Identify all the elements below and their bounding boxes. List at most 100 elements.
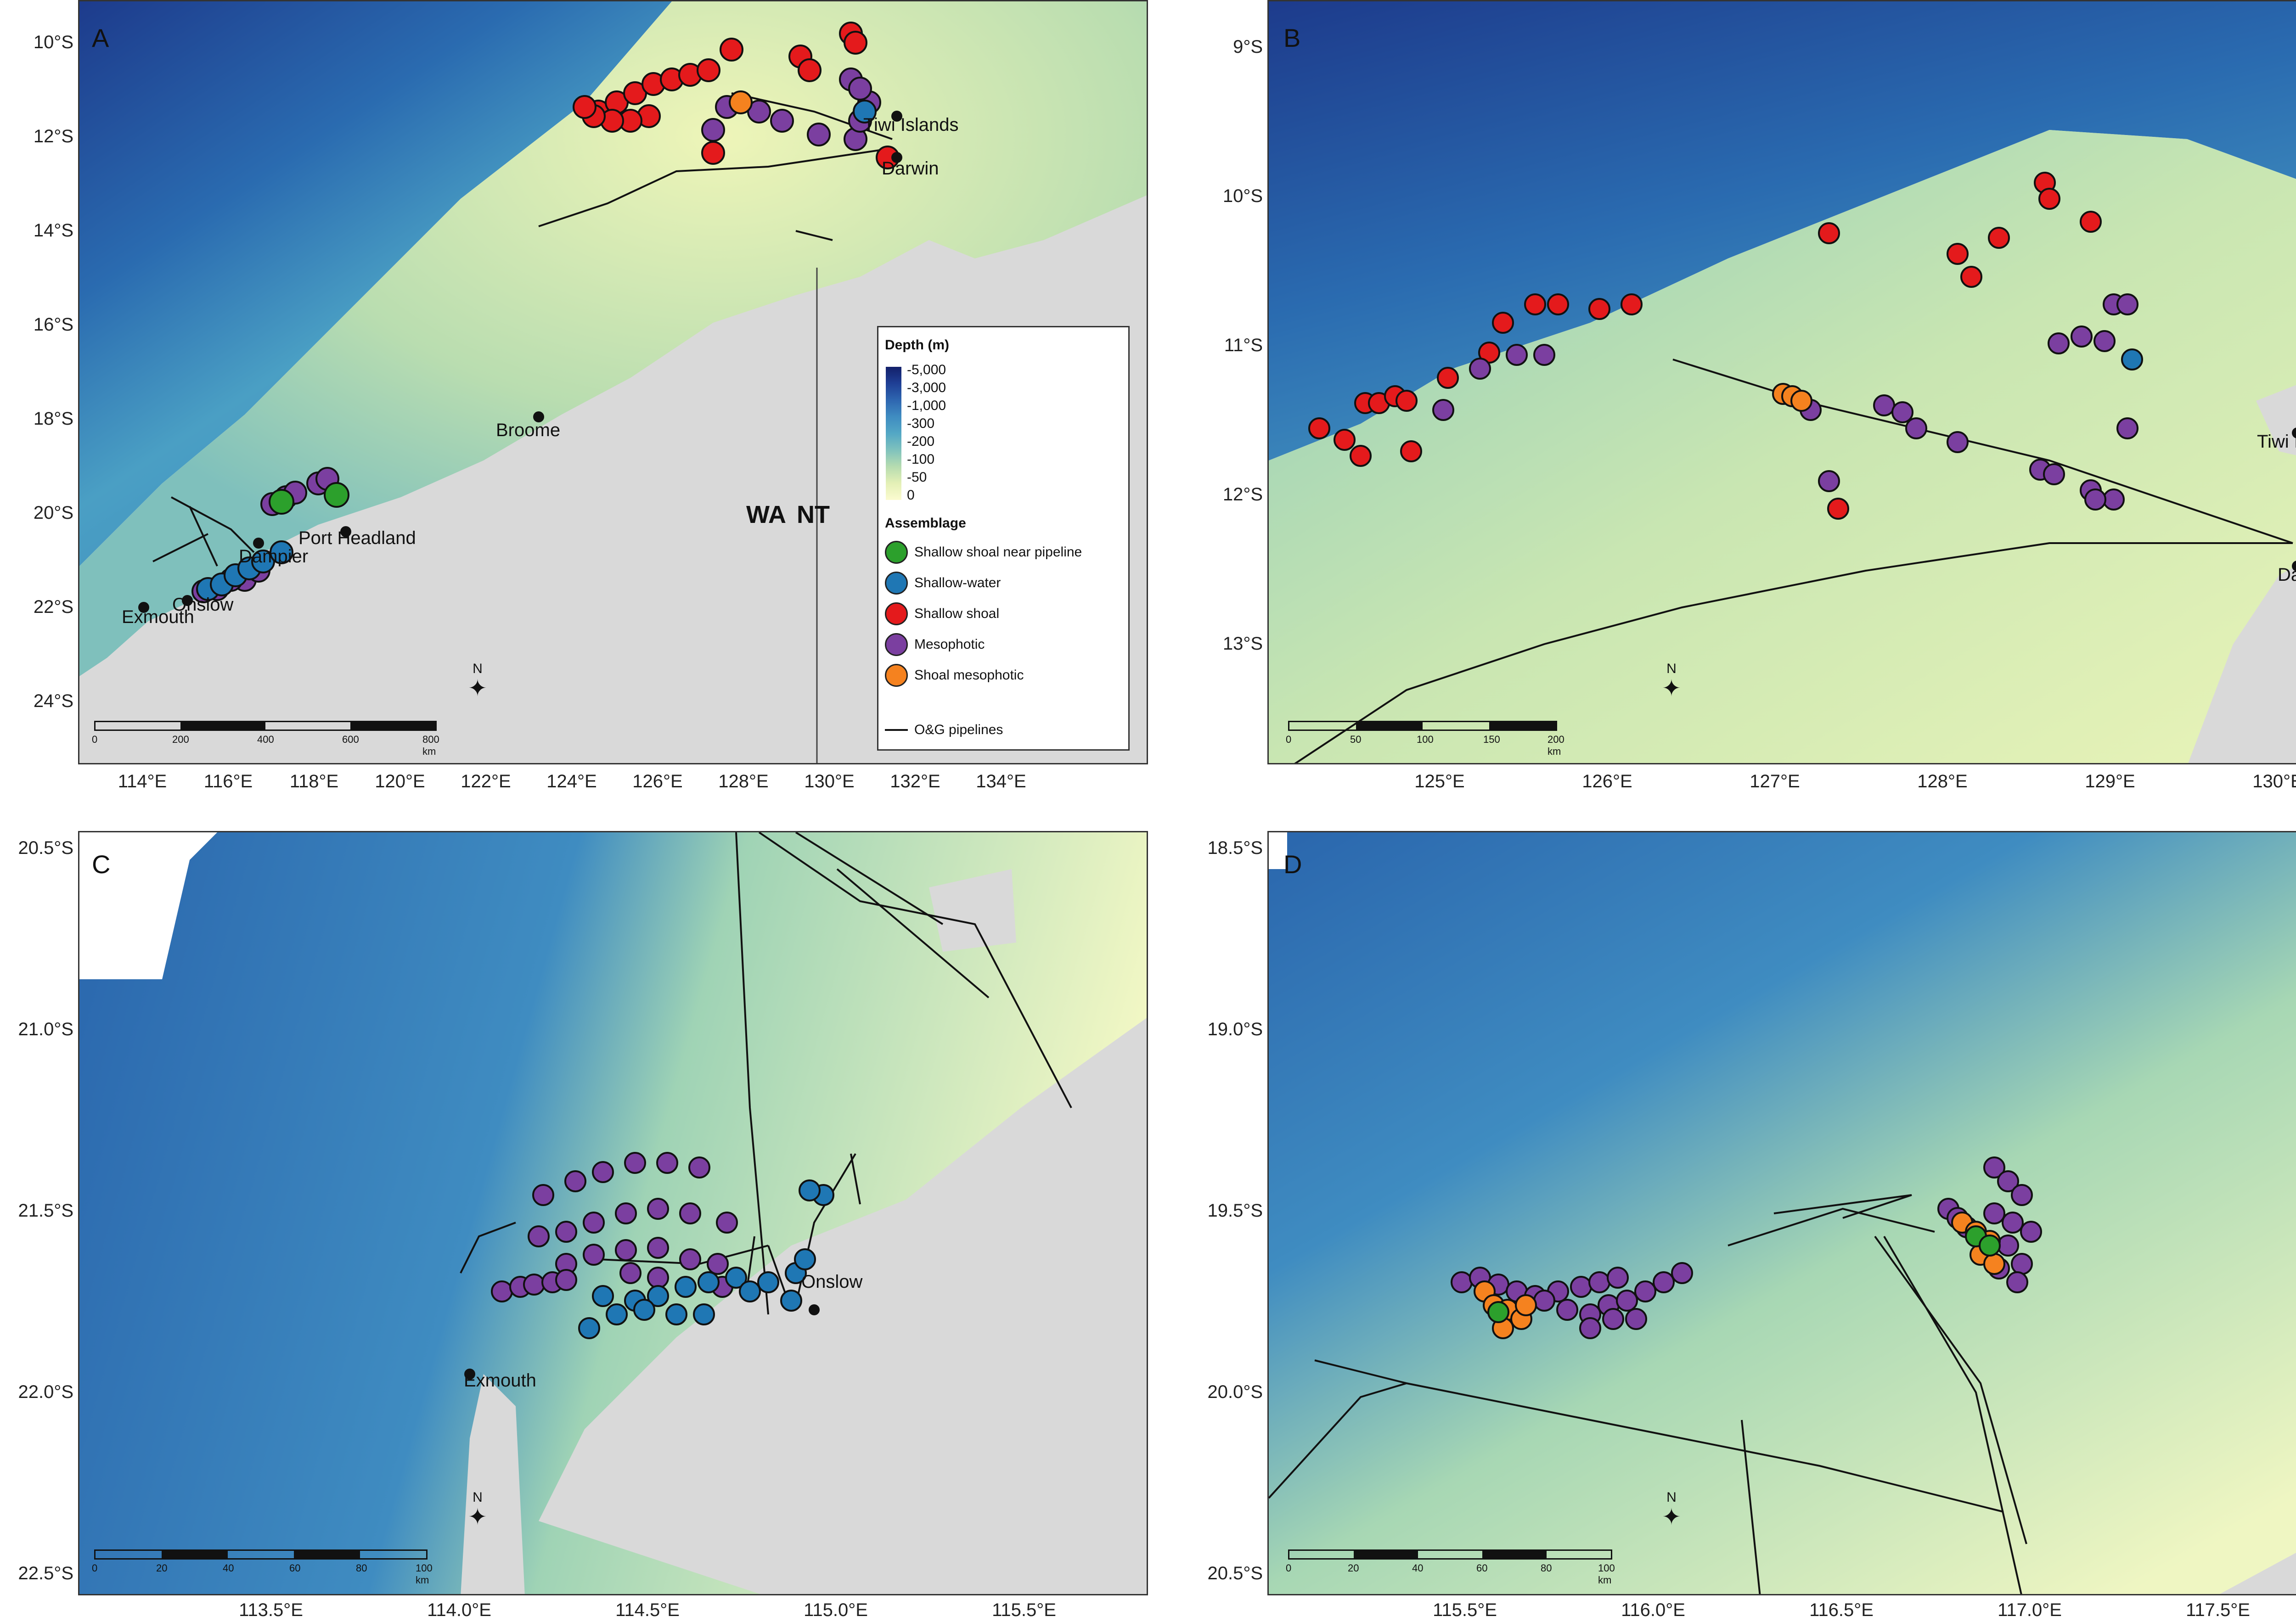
- north-arrow-d: N ✦: [1658, 1490, 1685, 1528]
- scale-label-c-5: 100 km: [416, 1562, 433, 1586]
- c-mesophotic-site-25: [647, 1267, 669, 1289]
- legend-item-shoal-mesophotic: Shoal mesophotic: [885, 664, 1024, 687]
- scale-label-a-1: 200: [172, 734, 189, 745]
- map-c-graphics: [79, 832, 1147, 1594]
- c-shallow-water-site-2: [647, 1285, 669, 1307]
- c-shallow-water-site-17: [780, 1290, 802, 1312]
- c-shallow-water-site-0: [592, 1285, 614, 1307]
- tiwi-islands-land-b: [2256, 385, 2296, 455]
- scale-bar-a: [94, 721, 437, 731]
- y-label-b-4: 13°S: [1222, 634, 1263, 654]
- a-town-marker-0: [891, 111, 902, 122]
- b-shallow-shoal-site-16: [1960, 266, 1982, 288]
- b-mesophotic-site-0: [1873, 394, 1895, 416]
- panel-letter-a: A: [92, 23, 109, 52]
- b-town-marker-0: [2292, 427, 2296, 438]
- legend-item-pipelines: O&G pipelines: [885, 722, 1003, 738]
- d-shallow-shoal-near-pipeline-site-2: [1979, 1235, 2001, 1257]
- b-mesophotic-site-17: [1506, 344, 1528, 366]
- c-mesophotic-site-8: [583, 1212, 605, 1234]
- d-mesophotic-site-21: [1607, 1267, 1629, 1289]
- d-mesophotic-site-28: [1653, 1271, 1675, 1293]
- mainland-b: [2188, 566, 2296, 763]
- y-label-a-1: 12°S: [33, 126, 73, 146]
- d-mesophotic-site-6: [1997, 1235, 2019, 1257]
- north-arrow-b: N ✦: [1658, 661, 1685, 700]
- y-label-a-4: 18°S: [33, 409, 73, 429]
- c-shallow-water-site-10: [693, 1303, 715, 1325]
- place-darwi-b: Darwi: [2278, 565, 2296, 585]
- a-shallow-shoal-site-11: [573, 95, 597, 119]
- b-mesophotic-site-14: [2084, 488, 2106, 511]
- c-mesophotic-site-6: [528, 1225, 550, 1247]
- map-d-graphics: [1269, 832, 2296, 1594]
- b-shallow-shoal-site-11: [1547, 293, 1569, 315]
- c-mesophotic-site-15: [615, 1239, 637, 1261]
- legend-label-pipeline: O&G pipelines: [914, 722, 1003, 737]
- c-mesophotic-site-23: [555, 1269, 577, 1291]
- d-mesophotic-site-30: [1579, 1317, 1601, 1339]
- c-town-marker-0: [809, 1304, 820, 1315]
- place-dampier-a: Dampier: [239, 546, 309, 567]
- x-label-d-4: 117.5°E: [2186, 1600, 2250, 1620]
- scale-label-c-3: 60: [289, 1562, 301, 1574]
- x-label-d-1: 116.0°E: [1621, 1600, 1685, 1620]
- continental-shelf-a: [79, 1, 1147, 676]
- legend-assemblage-title: Assemblage: [885, 516, 966, 531]
- legend-dot-green: [885, 541, 908, 564]
- y-label-c-1: 21.0°S: [18, 1019, 73, 1039]
- place-broome-a: Broome: [496, 420, 561, 440]
- pipelines-b: [1294, 359, 2293, 763]
- c-mesophotic-site-5: [688, 1156, 710, 1179]
- y-label-a-2: 14°S: [33, 220, 73, 241]
- map-d: [1267, 831, 2296, 1595]
- c-mesophotic-site-12: [716, 1212, 738, 1234]
- a-shallow-shoal-site-16: [844, 31, 867, 55]
- b-shallow-shoal-site-17: [1988, 227, 2010, 249]
- b-shallow-shoal-site-7: [1437, 367, 1459, 389]
- scale-label-d-4: 80: [1541, 1562, 1552, 1574]
- y-label-d-1: 19.0°S: [1207, 1019, 1263, 1039]
- b-mesophotic-site-10: [2093, 330, 2116, 352]
- d-mesophotic-site-13: [1451, 1271, 1473, 1293]
- legend-label-0: Shallow shoal near pipeline: [914, 544, 1082, 560]
- c-shallow-water-site-11: [739, 1280, 761, 1302]
- depth-tick-3: -300: [907, 416, 935, 431]
- scale-bar-b: [1288, 721, 1557, 731]
- b-shallow-shoal-site-20: [2080, 211, 2102, 233]
- d-mesophotic-site-7: [2011, 1253, 2033, 1275]
- b-mesophotic-site-5: [2043, 463, 2065, 485]
- map-b-graphics: [1269, 1, 2296, 763]
- x-label-b-3: 128°E: [1917, 771, 1968, 791]
- a-shoal-mesophotic-site-0: [729, 90, 753, 114]
- a-mesophotic-site-2: [770, 109, 794, 133]
- b-mesophotic-site-7: [2103, 488, 2125, 511]
- y-label-d-0: 18.5°S: [1207, 838, 1263, 858]
- a-shallow-shoal-near-pipeline-site-1: [324, 482, 349, 508]
- c-mesophotic-site-24: [619, 1262, 642, 1284]
- c-shallow-water-site-12: [757, 1271, 779, 1293]
- a-mesophotic-site-9: [848, 77, 872, 101]
- depth-tick-5: -100: [907, 452, 935, 467]
- y-label-a-5: 20°S: [33, 503, 73, 523]
- depth-tick-1: -3,000: [907, 380, 946, 395]
- compass-icon-a: ✦: [468, 675, 487, 701]
- c-shallow-water-site-16: [799, 1179, 821, 1201]
- scale-label-a-4: 800 km: [422, 734, 439, 757]
- x-label-a-9: 132°E: [890, 771, 940, 791]
- legend-item-mesophotic: Mesophotic: [885, 633, 985, 656]
- no-data-d: [1269, 832, 1287, 869]
- scale-label-b-2: 100: [1417, 734, 1434, 745]
- c-mesophotic-site-0: [532, 1184, 554, 1206]
- b-mesophotic-site-12: [2116, 293, 2138, 315]
- d-mesophotic-site-22: [1533, 1290, 1555, 1312]
- scale-label-d-3: 60: [1476, 1562, 1488, 1574]
- c-shallow-water-site-8: [633, 1299, 655, 1321]
- y-label-a-6: 22°S: [33, 597, 73, 617]
- c-mesophotic-site-18: [707, 1253, 729, 1275]
- c-town-marker-1: [464, 1369, 475, 1380]
- d-mesophotic-site-32: [1625, 1308, 1647, 1330]
- y-label-c-2: 21.5°S: [18, 1201, 73, 1221]
- x-label-c-4: 115.5°E: [992, 1600, 1056, 1620]
- b-shallow-shoal-site-10: [1524, 293, 1546, 315]
